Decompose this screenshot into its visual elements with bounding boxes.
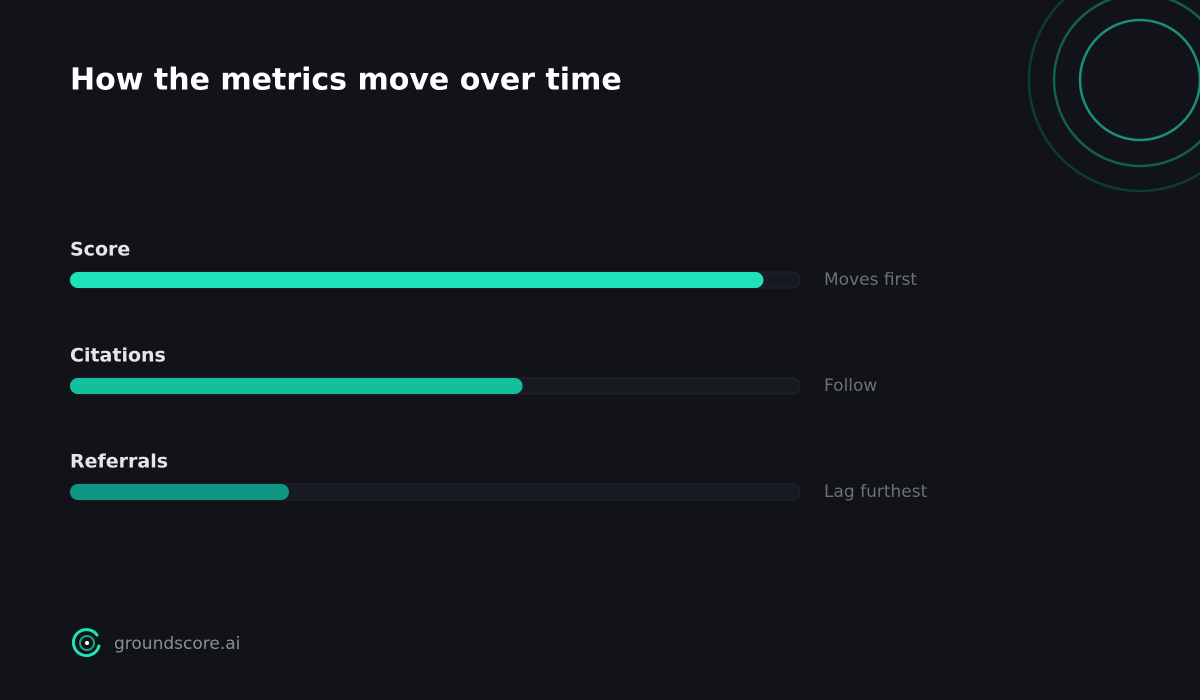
bar-note: Lag furthest (824, 482, 928, 502)
bar-note: Moves first (824, 270, 917, 290)
bar-label: Score (70, 239, 130, 261)
brand: groundscore.ai (114, 634, 240, 654)
chart-title: How the metrics move over time (70, 63, 622, 98)
bar (70, 378, 523, 394)
bar-label: Referrals (70, 451, 168, 473)
decoration (1027, 0, 1200, 193)
bar (70, 484, 289, 500)
bar-label: Citations (70, 345, 166, 367)
logo (71, 628, 101, 658)
deco-ring (1078, 18, 1200, 142)
logo-ring (71, 628, 101, 658)
deco-ring (1052, 0, 1200, 168)
bar (70, 272, 764, 288)
logo-dot (85, 641, 89, 645)
logo-inner (79, 635, 95, 651)
deco-ring (1027, 0, 1200, 193)
bar-note: Follow (824, 376, 877, 396)
